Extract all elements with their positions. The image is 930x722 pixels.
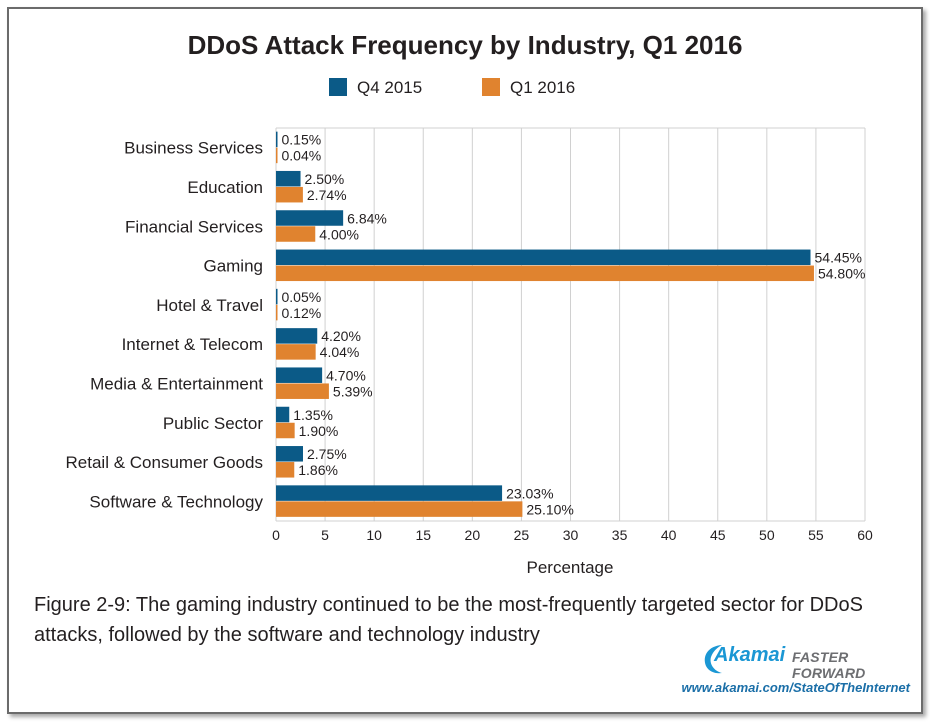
bar-q1-2016 [276, 383, 329, 399]
x-tick-label-35: 35 [612, 527, 628, 543]
x-tick-label-60: 60 [857, 527, 873, 543]
x-tick-label-25: 25 [514, 527, 530, 543]
data-label: 54.45% [815, 250, 862, 266]
category-label: Financial Services [125, 217, 263, 236]
bar-q1-2016 [276, 147, 278, 164]
data-label: 1.35% [293, 407, 333, 423]
data-label: 23.03% [506, 485, 553, 501]
category-label: Media & Entertainment [90, 374, 263, 393]
category-label: Business Services [124, 139, 263, 158]
data-label: 4.00% [319, 226, 359, 242]
category-label: Retail & Consumer Goods [66, 453, 263, 472]
chart-legend: Q4 2015 Q1 2016 [329, 78, 575, 97]
chart-grid [275, 127, 866, 522]
x-tick-label-0: 0 [272, 527, 280, 543]
category-label: Public Sector [163, 414, 263, 433]
akamai-branding: Akamai FASTER FORWARD www.akamai.com/Sta… [681, 642, 910, 702]
akamai-swoosh-icon [704, 645, 722, 674]
bar-q1-2016 [276, 304, 278, 321]
bar-q4-2015 [276, 485, 503, 501]
data-label: 2.75% [307, 446, 347, 462]
x-tick-label-40: 40 [661, 527, 677, 543]
category-label: Education [187, 178, 263, 197]
x-tick-label-20: 20 [465, 527, 481, 543]
category-label: Gaming [203, 257, 263, 276]
figure-frame [7, 7, 923, 714]
data-label: 4.20% [321, 328, 361, 344]
x-tick-label-55: 55 [808, 527, 824, 543]
chart-title: DDoS Attack Frequency by Industry, Q1 20… [188, 30, 743, 60]
bar-q1-2016 [276, 462, 295, 478]
data-label: 0.05% [282, 289, 322, 305]
category-label: Hotel & Travel [156, 296, 263, 315]
bar-q1-2016 [276, 226, 316, 242]
x-axis-label: Percentage [527, 558, 614, 577]
data-label: 6.84% [347, 210, 387, 226]
x-tick-label-5: 5 [321, 527, 329, 543]
brand-url[interactable]: www.akamai.com/StateOfTheInternet [681, 680, 910, 695]
category-label: Internet & Telecom [122, 335, 263, 354]
data-label: 0.15% [282, 132, 322, 148]
category-labels: Business Services Education Financial Serv… [66, 139, 264, 512]
bar-q1-2016 [276, 344, 316, 360]
bar-q4-2015 [276, 328, 318, 344]
x-tick-label-50: 50 [759, 527, 775, 543]
bar-q4-2015 [276, 406, 290, 423]
legend-label-q1-2016: Q1 2016 [510, 78, 575, 97]
data-label: 4.70% [326, 367, 366, 383]
figure-caption: Figure 2-9: The gaming industry continue… [34, 594, 863, 646]
legend-swatch-q1-2016 [482, 78, 500, 96]
legend-swatch-q4-2015 [329, 78, 347, 96]
category-label: Software & Technology [89, 492, 263, 511]
bar-q4-2015 [276, 446, 303, 462]
brand-tagline: FASTER FORWARD [792, 649, 866, 681]
bar-q1-2016 [276, 265, 814, 282]
data-label: 54.80% [818, 266, 865, 282]
bar-q1-2016 [276, 422, 295, 439]
x-tick-labels: 0 5 10 15 20 25 30 35 40 45 50 55 60 [272, 527, 873, 543]
data-label: 5.39% [333, 383, 373, 399]
bar-q4-2015 [276, 249, 811, 266]
x-tick-label-30: 30 [563, 527, 579, 543]
x-tick-label-45: 45 [710, 527, 726, 543]
data-label: 1.86% [298, 462, 338, 478]
x-tick-label-15: 15 [415, 527, 431, 543]
data-label: 2.50% [305, 171, 345, 187]
bar-q4-2015 [276, 210, 344, 226]
akamai-logo: Akamai [714, 644, 786, 666]
data-label: 25.10% [526, 501, 573, 517]
legend-label-q4-2015: Q4 2015 [357, 78, 422, 97]
bar-q4-2015 [276, 367, 323, 383]
data-label: 1.90% [299, 423, 339, 439]
bar-q4-2015 [276, 288, 278, 305]
data-label: 0.04% [282, 148, 322, 164]
x-tick-label-10: 10 [366, 527, 382, 543]
bar-q1-2016 [276, 186, 303, 203]
data-label: 0.12% [282, 305, 322, 321]
bar-chart: DDoS Attack Frequency by Industry, Q1 20… [66, 30, 873, 577]
data-label: 2.74% [307, 187, 347, 203]
bar-q1-2016 [276, 501, 523, 517]
data-label: 4.04% [320, 344, 360, 360]
bar-q4-2015 [276, 131, 278, 148]
chart-bars: 0.15%0.04% 2.50%2.74%6.84%4.00% 54.45%54.8… [276, 131, 865, 517]
bar-q4-2015 [276, 170, 301, 187]
